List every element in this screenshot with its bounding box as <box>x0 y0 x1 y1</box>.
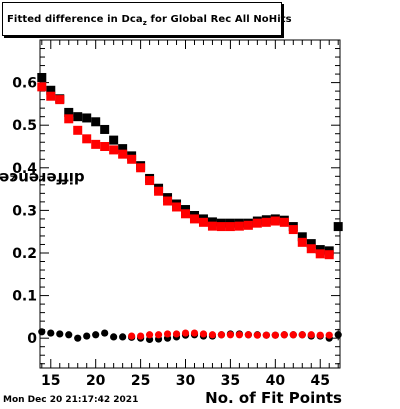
data-point-square <box>163 196 173 206</box>
data-point-square <box>82 113 92 123</box>
data-point-circle <box>181 329 190 337</box>
data-point-square <box>181 209 191 219</box>
data-point-square <box>64 107 74 117</box>
data-point-square <box>100 141 110 151</box>
y-tick-label: 0 <box>27 331 37 347</box>
data-point-circle <box>92 331 100 339</box>
data-point-square <box>243 220 253 230</box>
data-point-square <box>252 218 262 228</box>
x-tick-label: 35 <box>221 373 240 389</box>
data-point-circle <box>280 331 288 339</box>
data-point-circle <box>101 329 109 337</box>
data-point-square <box>324 250 334 260</box>
timestamp: Mon Dec 20 21:17:42 2021 <box>3 395 139 405</box>
data-point-square <box>46 91 56 101</box>
data-point-square <box>306 239 316 249</box>
data-point-square <box>82 134 92 144</box>
x-axis-label: No. of Fit Points <box>205 389 342 407</box>
data-point-square <box>297 232 307 242</box>
data-point-square <box>91 139 101 149</box>
data-point-circle <box>136 332 145 340</box>
chart-title-box: Fitted difference in Dcaz for Global Rec… <box>2 2 292 36</box>
data-point-circle <box>145 331 154 339</box>
data-point-square <box>73 112 83 122</box>
data-point-square <box>154 186 164 196</box>
data-point-square <box>261 217 271 227</box>
y-tick-label: 0.1 <box>12 289 37 305</box>
data-point-circle <box>83 332 91 340</box>
data-point-square <box>55 95 65 105</box>
y-tick-label: 0.6 <box>12 76 37 92</box>
data-point-circle <box>128 332 136 340</box>
x-tick-label: 30 <box>176 373 196 389</box>
data-point-square <box>118 149 128 159</box>
data-point-square <box>306 244 316 254</box>
data-point-circle <box>56 330 64 338</box>
data-point-circle <box>217 331 226 339</box>
data-point-square <box>234 221 244 231</box>
data-point-square <box>64 114 74 124</box>
y-tick-label: 0.5 <box>12 118 37 134</box>
data-point-circle <box>172 330 181 338</box>
data-point-square <box>109 135 119 145</box>
data-point-circle <box>235 331 244 339</box>
y-tick-label: 0.2 <box>12 246 37 262</box>
data-point-square <box>37 82 47 92</box>
data-point-square <box>46 85 56 95</box>
data-point-square <box>118 144 128 154</box>
data-point-circle <box>163 330 172 338</box>
data-point-circle <box>271 331 279 339</box>
data-point-square <box>127 154 137 164</box>
data-point-square <box>100 124 110 134</box>
plot-frame <box>39 39 341 369</box>
data-point-circle <box>226 331 235 339</box>
data-point-square <box>279 217 289 227</box>
data-point-square <box>270 216 280 226</box>
data-point-square <box>207 221 217 231</box>
data-point-circle <box>74 334 82 342</box>
y-tick-label: 0.3 <box>12 203 37 219</box>
data-point-circle <box>154 331 163 339</box>
data-point-square <box>73 125 83 135</box>
data-point-square <box>288 225 298 235</box>
data-point-circle <box>110 333 118 341</box>
data-point-circle <box>199 330 208 338</box>
data-point-circle <box>119 333 127 341</box>
data-point-square <box>225 222 235 232</box>
data-point-circle <box>262 331 270 339</box>
data-point-square <box>136 163 146 173</box>
data-point-square <box>145 176 155 186</box>
x-tick-label: 15 <box>41 373 60 389</box>
x-tick-label: 20 <box>86 373 106 389</box>
y-tick-label: 0.4 <box>12 161 37 177</box>
x-tick-label: 25 <box>131 373 150 389</box>
x-tick-label: 45 <box>310 373 329 389</box>
data-point-square <box>216 222 226 232</box>
data-point-square <box>297 237 307 247</box>
data-point-square <box>172 202 182 212</box>
x-tick-label: 40 <box>266 373 286 389</box>
data-point-circle <box>253 331 261 339</box>
data-point-square <box>37 72 47 82</box>
data-point-square <box>333 222 343 232</box>
data-point-circle <box>38 328 46 336</box>
data-point-circle <box>208 331 217 339</box>
data-point-square <box>315 249 325 259</box>
data-point-circle <box>289 331 297 339</box>
data-point-circle <box>244 331 252 339</box>
data-point-circle <box>190 329 199 337</box>
data-point-circle <box>47 329 55 337</box>
data-point-circle <box>307 331 315 339</box>
data-point-square <box>189 214 199 224</box>
data-point-circle <box>325 331 333 339</box>
data-point-circle <box>65 331 73 339</box>
data-point-square <box>91 117 101 127</box>
chart-title: Fitted difference in Dcaz for Global Rec… <box>7 14 292 27</box>
data-point-square <box>198 217 208 227</box>
data-point-circle <box>316 331 324 339</box>
data-point-square <box>109 145 119 155</box>
data-point-circle <box>298 331 306 339</box>
